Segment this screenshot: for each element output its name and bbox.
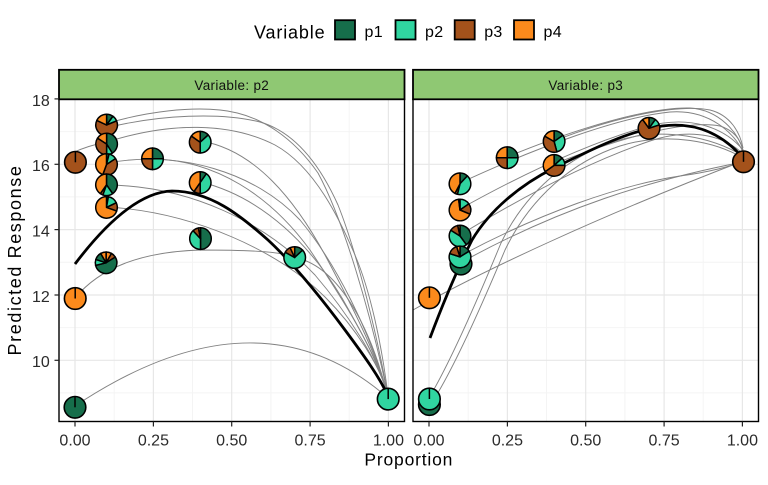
svg-text:0.25: 0.25 bbox=[138, 433, 169, 450]
svg-text:p3: p3 bbox=[484, 24, 502, 41]
svg-text:1.00: 1.00 bbox=[373, 433, 404, 450]
svg-text:p2: p2 bbox=[425, 24, 443, 41]
svg-text:0.25: 0.25 bbox=[492, 433, 523, 450]
svg-text:1.00: 1.00 bbox=[727, 433, 758, 450]
svg-text:Variable: p2: Variable: p2 bbox=[194, 78, 269, 93]
svg-text:10: 10 bbox=[32, 354, 50, 371]
svg-text:0.75: 0.75 bbox=[649, 433, 680, 450]
svg-text:Variable: p3: Variable: p3 bbox=[548, 78, 623, 93]
svg-text:12: 12 bbox=[32, 289, 50, 306]
svg-text:Variable: Variable bbox=[254, 23, 326, 43]
svg-text:Proportion: Proportion bbox=[364, 450, 453, 470]
svg-text:16: 16 bbox=[32, 158, 50, 175]
svg-text:p1: p1 bbox=[365, 24, 383, 41]
svg-text:0.50: 0.50 bbox=[216, 433, 247, 450]
svg-text:Predicted Response: Predicted Response bbox=[5, 165, 25, 356]
svg-text:0.50: 0.50 bbox=[570, 433, 601, 450]
svg-text:18: 18 bbox=[32, 93, 50, 110]
svg-text:0.00: 0.00 bbox=[413, 433, 444, 450]
svg-text:0.75: 0.75 bbox=[295, 433, 326, 450]
svg-text:14: 14 bbox=[32, 224, 50, 241]
svg-text:p4: p4 bbox=[544, 24, 562, 41]
svg-text:0.00: 0.00 bbox=[59, 433, 90, 450]
